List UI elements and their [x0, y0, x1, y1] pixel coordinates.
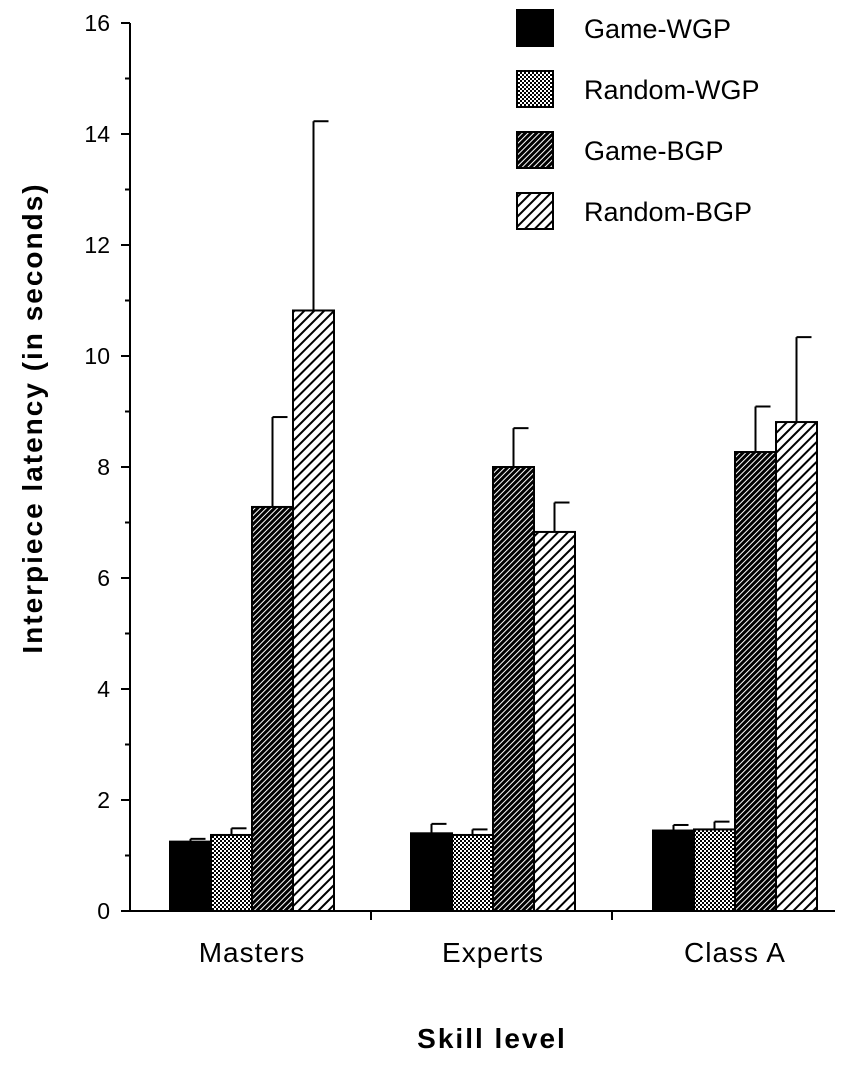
legend: Game-WGP Random-WGP Game-BGP Random-BGP [516, 9, 760, 230]
y-tick-label: 8 [97, 454, 110, 480]
y-tick-label: 6 [97, 565, 110, 591]
bar [775, 421, 818, 912]
bar [734, 451, 777, 912]
bar [652, 829, 695, 913]
x-tick-label: Class A [684, 937, 786, 968]
legend-label: Random-BGP [584, 197, 752, 227]
error-bars [189, 120, 812, 842]
legend-label: Game-BGP [584, 136, 724, 166]
legend-swatch [516, 192, 554, 230]
y-tick-label: 0 [97, 898, 110, 924]
bar [492, 466, 535, 912]
bar [693, 828, 736, 912]
x-axis-title: Skill level [417, 1023, 567, 1054]
bar [251, 505, 294, 912]
axes: 0 2 4 6 8 10 12 14 16 Masters Experts Class A [84, 10, 835, 968]
x-tick-label: Masters [199, 937, 306, 968]
y-tick-label: 4 [97, 676, 110, 702]
y-tick-label: 2 [97, 787, 110, 813]
legend-label: Random-WGP [584, 75, 760, 105]
legend-swatch [516, 70, 554, 108]
y-tick-label: 14 [84, 121, 110, 147]
y-axis-title: Interpiece latency (in seconds) [17, 182, 48, 653]
bar [451, 833, 494, 913]
bar [210, 833, 253, 913]
bar [169, 840, 212, 912]
legend-swatch [516, 9, 554, 47]
legend-swatch [516, 131, 554, 169]
bar [533, 530, 576, 912]
y-tick-label: 12 [84, 232, 110, 258]
bars [169, 309, 818, 913]
y-tick-label: 16 [84, 10, 110, 36]
bar [410, 832, 453, 912]
y-tick-label: 10 [84, 343, 110, 369]
legend-label: Game-WGP [584, 14, 731, 44]
bar [292, 309, 335, 912]
x-tick-label: Experts [442, 937, 544, 968]
